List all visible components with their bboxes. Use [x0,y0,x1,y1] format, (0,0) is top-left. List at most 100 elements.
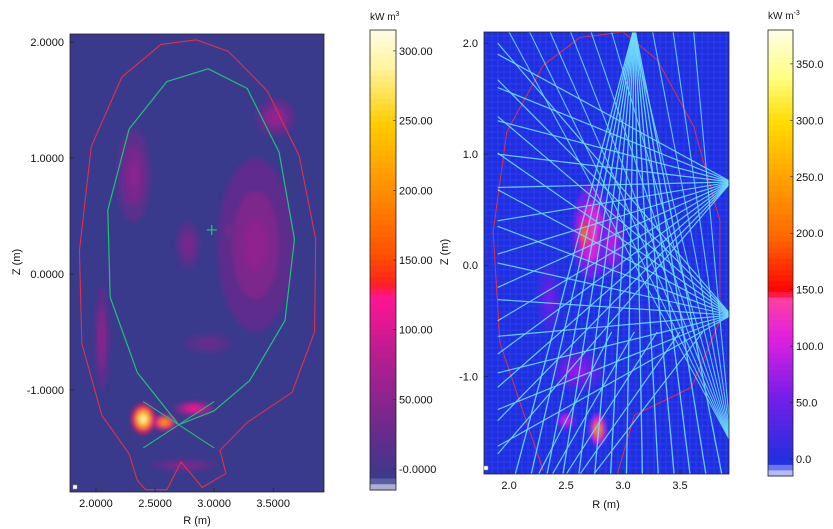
emissivity-map-left [94,98,295,472]
colorbar-step [768,230,793,237]
colorbar-step [370,265,396,273]
colorbar-step [768,264,793,271]
colorbar-step [370,426,396,434]
corner-marker-left [72,484,78,490]
colorbar-step [370,478,396,485]
colorbar-step [370,392,396,399]
colorbar-step [370,398,396,405]
colorbar-step [370,116,396,123]
line-of-sight [497,182,729,255]
line-of-sight [497,315,729,447]
line-of-sight [497,225,729,315]
colorbar-step [768,180,793,187]
line-of-sight [497,181,729,222]
colorbar-step [370,41,396,48]
colorbar-step [768,319,793,327]
x-tick-label: 3.5000 [256,498,290,510]
colorbar-step [768,80,793,87]
colorbar-step [370,99,396,106]
y-axis-label-right: Z (m) [439,239,451,265]
plot-frame-right [483,31,730,475]
line-of-sight [508,32,729,440]
colorbar-step [768,392,793,399]
colorbar-label: 350.0 [796,59,824,71]
line-of-sight [497,262,729,316]
line-of-sight [593,331,704,474]
emission-blob-core [188,406,200,411]
line-of-sight [497,315,729,411]
emission-blob-core [226,225,231,235]
colorbar-step [370,415,396,422]
colorbar-step [768,386,793,393]
svg-text:kW m-3: kW m-3 [768,10,800,22]
colorbar-step [768,69,793,76]
y-axis-label-left: Z (m) [11,249,23,275]
colorbar-step [370,461,396,468]
colorbar-step [370,47,396,54]
colorbar-label: 250.0 [796,172,824,184]
colorbar-step [370,409,396,416]
colorbar-label: 0.0 [796,454,811,466]
colorbar-step [768,275,793,282]
colorbar-step [370,191,396,198]
line-of-sight [497,182,729,322]
colorbar-step [370,185,396,192]
colorbar-step [768,91,793,98]
colorbar-step [768,286,793,293]
colorbar-step [768,297,793,304]
corner-marker-right [483,465,489,471]
line-of-sight [497,181,729,189]
line-of-sight [530,32,634,474]
colorbar-step [768,225,793,232]
colorbar-step [768,102,793,109]
colorbar-label: 200.00 [399,185,433,197]
colorbar-step [370,208,396,215]
colorbar-step [768,342,793,349]
colorbar-label: 300.00 [399,46,433,58]
colorbar-step [370,357,396,365]
colorbar-step [768,236,793,243]
colorbar-step [768,442,793,449]
colorbar-left: 300.00 250.00 200.00 150.00 100.00 50.000 -0.0… [369,29,436,491]
colorbar-label: 50.000 [399,394,433,406]
emission-blob-core [269,111,282,124]
emission-blob-core [607,233,616,253]
colorbar-step [768,46,793,53]
colorbar-step [768,197,793,204]
line-of-sight [609,32,635,474]
colorbar-step [370,467,396,474]
colorbar-step [370,196,396,204]
colorbar-step [370,403,396,411]
colorbar-step [370,150,396,158]
line-of-sight [497,182,729,355]
emission-blob-core [128,161,139,190]
colorbar-step [370,311,396,319]
colorbar-step [370,248,396,255]
colorbar-step [370,334,396,342]
line-of-sight [634,32,675,474]
colorbar-step [370,449,396,457]
emission-blob-core [99,322,105,354]
colorbar-step [768,464,793,472]
colorbar-step [370,260,396,267]
colorbar-step [768,57,793,65]
colorbar-step [768,208,793,215]
x-point-leg [142,401,215,449]
y-tick-label: 0.0000 [30,269,64,281]
colorbar-step [370,329,396,336]
colorbar-step [768,63,793,70]
line-of-sight [611,32,729,438]
line-of-sight [497,299,729,316]
x-tick-label: 2.5000 [138,498,172,510]
line-of-sight [497,314,729,337]
colorbar-step [370,87,396,94]
colorbar-right: 350.0 300.0 250.0 200.0 150.0 100.0 50.0 0.0 [767,29,824,477]
colorbar-step [768,219,793,226]
colorbar-step [370,277,396,284]
colorbar-step [768,113,793,120]
y-tick-label: 1.0000 [30,153,64,165]
colorbar-step [768,364,793,371]
colorbar-step [768,308,793,315]
line-of-sight [634,32,691,474]
colorbar-step [370,380,396,388]
